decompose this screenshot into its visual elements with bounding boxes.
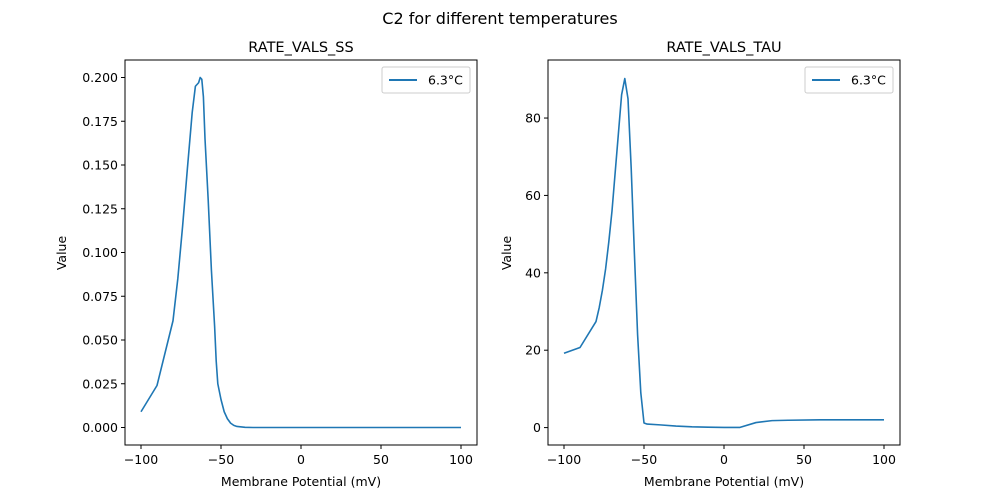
series-line [563, 77, 884, 429]
legend: 6.3°C [804, 66, 894, 94]
series-line [140, 76, 461, 429]
y-tick-label: 40 [525, 265, 541, 280]
y-tick-label: 0.175 [82, 114, 118, 129]
subplot-title: RATE_VALS_TAU [666, 40, 781, 56]
y-axis-label: Value [54, 236, 69, 271]
legend: 6.3°C [381, 66, 471, 94]
series-lines [140, 76, 461, 429]
series-lines [563, 77, 884, 429]
y-tick-label: 0.000 [82, 420, 118, 435]
ticks: −100 −50 0 50 100 0 20 40 60 80 [525, 111, 896, 467]
x-tick-label: 100 [872, 452, 896, 467]
y-tick-label: 0.150 [82, 158, 118, 173]
y-tick-label: 0.200 [82, 70, 118, 85]
x-tick-label: −100 [124, 452, 158, 467]
axes-frame [547, 59, 901, 446]
figure-suptitle: C2 for different temperatures [382, 9, 617, 28]
y-tick-label: 20 [525, 343, 541, 358]
ticks: −100 −50 0 50 100 0.000 0.025 0.050 0.075 0.100 0.… [82, 70, 473, 467]
y-tick-label: 80 [525, 111, 541, 126]
y-tick-label: 0.025 [82, 376, 118, 391]
legend-box [804, 66, 894, 94]
y-tick-label: 0.050 [82, 333, 118, 348]
x-tick-label: 0 [720, 452, 728, 467]
legend-label: 6.3°C [428, 73, 463, 88]
x-tick-label: −100 [547, 452, 581, 467]
subplot-rate-vals-ss: RATE_VALS_SS Membrane Potential (mV) Val… [54, 40, 478, 489]
x-tick-label: −50 [631, 452, 657, 467]
x-tick-label: −50 [208, 452, 234, 467]
y-tick-label: 0.100 [82, 245, 118, 260]
x-axis-label: Membrane Potential (mV) [221, 474, 381, 489]
x-axis-label: Membrane Potential (mV) [644, 474, 804, 489]
legend-label: 6.3°C [851, 73, 886, 88]
x-tick-label: 100 [449, 452, 473, 467]
legend-box [381, 66, 471, 94]
x-tick-label: 50 [796, 452, 812, 467]
y-tick-label: 0 [533, 420, 541, 435]
y-tick-label: 0.075 [82, 289, 118, 304]
x-tick-label: 0 [297, 452, 305, 467]
subplot-title: RATE_VALS_SS [248, 40, 353, 56]
axes-frame [124, 59, 478, 446]
subplot-rate-vals-tau: RATE_VALS_TAU Membrane Potential (mV) Va… [499, 40, 901, 489]
y-tick-label: 0.125 [82, 201, 118, 216]
x-tick-label: 50 [373, 452, 389, 467]
y-axis-label: Value [499, 236, 514, 271]
y-tick-label: 60 [525, 188, 541, 203]
